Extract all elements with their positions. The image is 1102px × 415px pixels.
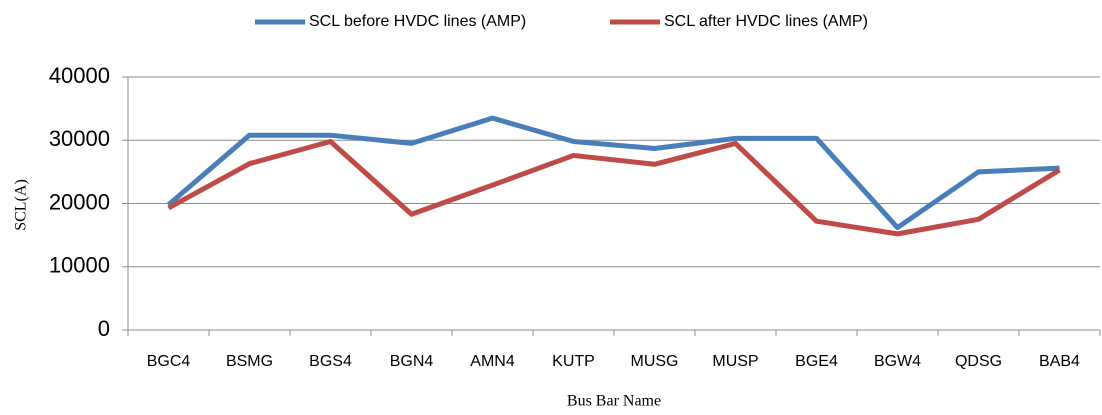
x-tick-label: KUTP — [552, 353, 595, 370]
y-tick-label: 30000 — [49, 126, 110, 151]
y-tick-label: 10000 — [49, 253, 110, 278]
x-axis-title: Bus Bar Name — [567, 393, 661, 410]
x-tick-label: BGW4 — [874, 353, 921, 370]
y-tick-label: 20000 — [49, 189, 110, 214]
x-tick-label: BSMG — [226, 353, 273, 370]
x-tick-label: BGE4 — [795, 353, 838, 370]
data-line — [167, 139, 1061, 237]
x-tick-label: MUSP — [712, 353, 758, 370]
x-tick-label: AMN4 — [470, 353, 515, 370]
x-tick-label: BAB4 — [1039, 353, 1080, 370]
legend-label: SCL before HVDC lines (AMP) — [309, 13, 526, 30]
legend-label: SCL after HVDC lines (AMP) — [664, 13, 868, 30]
x-tick-label: BGS4 — [309, 353, 352, 370]
y-axis-title: SCL(A) — [13, 179, 30, 231]
x-tick-label: BGN4 — [390, 353, 434, 370]
y-tick-label: 0 — [98, 316, 110, 341]
y-tick-label: 40000 — [49, 63, 110, 88]
x-tick-label: MUSG — [631, 353, 679, 370]
x-tick-label: BGC4 — [147, 353, 191, 370]
data-line — [166, 115, 1060, 231]
x-tick-label: QDSG — [955, 353, 1002, 370]
